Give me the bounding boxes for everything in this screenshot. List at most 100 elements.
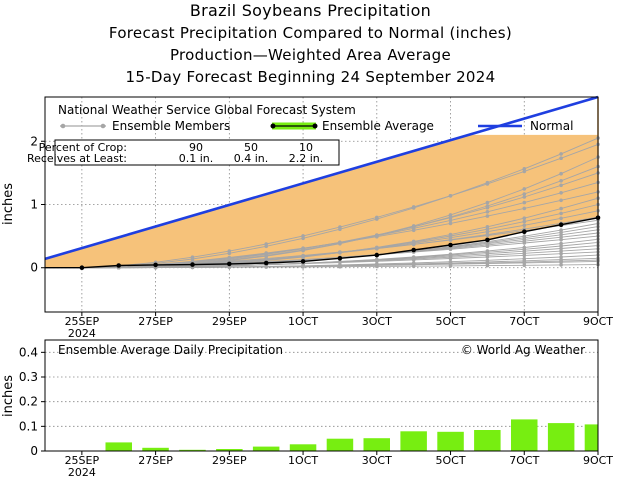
crop-table-value: 2.2 in. [289, 152, 324, 165]
ensemble-member-point [264, 244, 269, 249]
crop-table-value: 90 [189, 141, 203, 154]
top-x-tick-label: 29SEP [212, 315, 247, 328]
crop-table: Percent of Crop: 90 50 10 Receives at Le… [27, 139, 340, 166]
ensemble-member-point [411, 261, 416, 265]
ensemble-member-point [559, 171, 563, 176]
ensemble-member-point [338, 259, 342, 264]
ensemble-member-point [448, 252, 453, 256]
ensemble-average-point [227, 261, 232, 267]
ensemble-member-point [411, 224, 416, 228]
legend-members-label: Ensemble Members [112, 119, 230, 133]
top-x-tick-label: 1OCT [288, 315, 318, 328]
bottom-x-tick-label: 9OCT [583, 454, 613, 467]
precip-bar [511, 419, 538, 451]
precip-bar [105, 442, 132, 451]
ensemble-average-point [300, 259, 306, 264]
top-x-tick-label: 27SEP [138, 315, 173, 328]
ensemble-member-point [522, 223, 527, 228]
ensemble-average-point [153, 262, 158, 268]
bottom-x-tick-label: 3OCT [362, 454, 392, 467]
chart-subtitle-2: Production—Weighted Area Average [169, 46, 452, 64]
bottom-y-tick-label: 0 [30, 444, 38, 458]
ensemble-average-point [79, 265, 85, 271]
top-x-tick-label: 9OCT [583, 315, 613, 328]
ensemble-member-point [375, 245, 379, 250]
ensemble-member-point [485, 214, 490, 218]
top-x-tick-label: 25SEP [65, 315, 100, 328]
ensemble-member-point [485, 229, 490, 234]
bottom-x-axis: 25SEP 27SEP 29SEP 1OCT 3OCT 5OCT 7OCT 9OCT 2024 [65, 451, 613, 479]
ensemble-member-point [411, 239, 416, 244]
bottom-y-tick-label: 0.1 [19, 419, 38, 433]
ensemble-member-point [411, 206, 416, 210]
daily-precip-bars [105, 419, 598, 451]
ensemble-member-point [559, 183, 563, 188]
ensemble-member-point [448, 213, 453, 217]
ensemble-member-point [522, 206, 527, 211]
ensemble-member-point [485, 210, 490, 214]
ensemble-average-line [45, 217, 599, 269]
crop-table-value: 50 [244, 141, 258, 154]
legend-normal-label: Normal [530, 119, 573, 133]
ensemble-member-point [559, 152, 563, 156]
ensemble-member-point [448, 232, 453, 237]
ensemble-average-point [337, 255, 343, 261]
top-y-tick-label: 2 [30, 134, 38, 148]
top-x-tick-label: 5OCT [436, 315, 466, 328]
precip-bar [326, 438, 354, 451]
crop-table-box [54, 139, 340, 166]
ensemble-member-point [559, 216, 563, 221]
bottom-plot-frame [44, 339, 599, 452]
bottom-grid [45, 351, 598, 427]
ensemble-member-point [559, 263, 563, 267]
bottom-y-label: inches [1, 375, 16, 417]
chart-title: Brazil Soybeans Precipitation [189, 1, 432, 20]
top-legend: National Weather Service Global Forecast… [58, 103, 573, 133]
ensemble-member-point [190, 257, 195, 261]
ensemble-average [45, 215, 601, 271]
precip-bar [584, 424, 598, 451]
ensemble-member-point [522, 169, 527, 174]
ensemble-member-point [559, 237, 563, 242]
chart-subtitle-1: Forecast Precipitation Compared to Norma… [108, 24, 513, 42]
top-y-axis: 0 1 2 [30, 134, 45, 275]
bottom-x-tick-label: 7OCT [509, 454, 539, 467]
ensemble-member-point [375, 217, 379, 221]
top-x-tick-label: 7OCT [509, 315, 539, 328]
precip-bar [142, 447, 169, 451]
ensemble-member-point [375, 262, 379, 266]
ensemble-member-point [485, 249, 490, 253]
ensemble-average-point [263, 260, 269, 266]
bottom-y-tick-label: 0.2 [19, 395, 38, 409]
ensemble-average-point [374, 252, 380, 258]
ensemble-member-point [522, 192, 527, 196]
ensemble-member-point [559, 211, 563, 216]
ensemble-member-point [522, 195, 527, 199]
legend-average-marker [312, 123, 318, 129]
ensemble-member-point [448, 194, 453, 198]
ensemble-member-point [522, 187, 527, 191]
bottom-x-tick-label: 1OCT [288, 454, 318, 467]
bottom-x-tick-label: 5OCT [436, 454, 466, 467]
precip-bar [474, 430, 501, 451]
ensemble-member-point [338, 263, 342, 267]
watermark: © World Ag Weather [461, 343, 585, 357]
ensemble-average-point [190, 262, 195, 267]
ensemble-member-point [522, 256, 527, 261]
legend-members-marker [100, 123, 106, 129]
ensemble-member-point [301, 236, 305, 241]
crop-table-row1-label: Percent of Crop: [39, 141, 127, 154]
ensemble-member-point [559, 206, 563, 211]
ensemble-average-point [411, 247, 417, 253]
ensemble-member-point [338, 227, 342, 231]
precip-bar [437, 431, 464, 451]
precip-bar [363, 438, 390, 451]
legend-members-marker [60, 123, 66, 129]
top-x-axis: 25SEP 27SEP 29SEP 1OCT 3OCT 5OCT 7OCT 9OCT 2024 [65, 312, 613, 340]
bottom-x-year-label: 2024 [68, 466, 96, 479]
normal-series-line [44, 95, 599, 261]
legend-average-marker [270, 123, 276, 129]
ensemble-member-point [559, 251, 563, 256]
ensemble-member-point [411, 255, 416, 259]
precip-bar [289, 444, 317, 451]
